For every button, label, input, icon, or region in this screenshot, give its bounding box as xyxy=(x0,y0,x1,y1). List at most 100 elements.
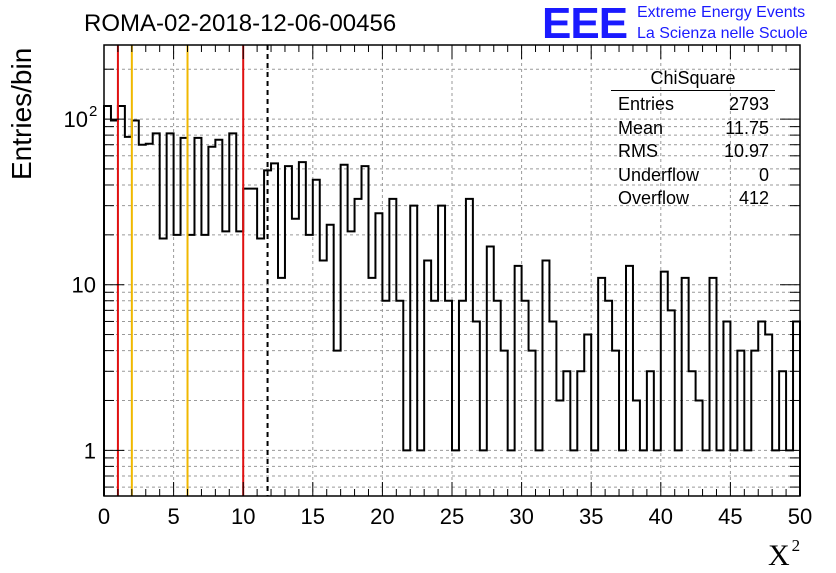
stats-label: RMS xyxy=(618,141,658,161)
histogram-bin xyxy=(362,166,369,496)
histogram-bin xyxy=(765,335,772,496)
y-tick-label: 1 xyxy=(84,438,96,463)
x-tick-label: 25 xyxy=(440,504,464,529)
histogram-bin xyxy=(536,450,543,496)
histogram-bin xyxy=(515,266,522,496)
histogram-bin xyxy=(348,231,355,496)
histogram-bin xyxy=(320,260,327,496)
histogram-bin xyxy=(194,138,201,496)
stats-value: 412 xyxy=(738,188,769,208)
histogram-bin xyxy=(730,450,737,496)
histogram-bin xyxy=(640,450,647,496)
histogram-bin xyxy=(529,351,536,496)
x-tick-label: 45 xyxy=(718,504,742,529)
y-axis-label: Entries/bin xyxy=(6,47,37,180)
histogram-bin xyxy=(626,266,633,496)
histogram-bin xyxy=(139,145,146,496)
histogram-bin xyxy=(487,247,494,496)
histogram-bin xyxy=(424,260,431,496)
histogram-bin xyxy=(222,231,229,496)
x-tick-label: 40 xyxy=(649,504,673,529)
stats-row: Entries 2793 xyxy=(611,93,775,117)
histogram-bin xyxy=(111,121,118,496)
histogram-bin xyxy=(327,225,334,496)
histogram-bin xyxy=(125,137,132,496)
histogram-bin xyxy=(285,166,292,496)
eee-logo: EEE xyxy=(542,0,628,48)
histogram-bin xyxy=(146,144,153,496)
stats-value: 0 xyxy=(758,164,769,185)
histogram-bin xyxy=(445,301,452,496)
x-tick-label: 20 xyxy=(370,504,394,529)
histogram-bin xyxy=(201,235,208,496)
histogram-bin xyxy=(243,189,250,496)
histogram-bin xyxy=(758,321,765,496)
histogram-bin xyxy=(153,133,160,496)
histogram-bin xyxy=(661,272,668,496)
y-tick-label: 10 xyxy=(64,107,88,132)
histogram-bin xyxy=(577,371,584,496)
histogram-bin xyxy=(682,278,689,496)
histogram-bin xyxy=(160,239,167,496)
histogram-bin xyxy=(341,165,348,496)
histogram-bin xyxy=(710,278,717,496)
x-tick-label: 5 xyxy=(167,504,179,529)
histogram-bin xyxy=(417,450,424,496)
reference-lines xyxy=(116,45,269,496)
x-tick-label: 0 xyxy=(98,504,110,529)
histogram-bin xyxy=(403,450,410,496)
x-axis-label-text: X xyxy=(768,539,790,572)
histogram-bin xyxy=(299,162,306,496)
histogram-bin xyxy=(494,301,501,496)
y-tick-label: 10 xyxy=(72,273,96,298)
histogram-bin xyxy=(389,199,396,496)
histogram-bin xyxy=(132,121,139,496)
logo-line-2: La Scienza nelle Scuole xyxy=(637,25,808,42)
histogram-bin xyxy=(480,450,487,496)
histogram-bin xyxy=(215,140,222,496)
stats-label: Overflow xyxy=(618,188,690,208)
histogram-bin xyxy=(591,450,598,496)
x-axis-label-superscript: 2 xyxy=(791,536,801,555)
stats-row: RMS 10.97 xyxy=(611,140,775,164)
histogram-bin xyxy=(334,351,341,496)
stats-row: Mean 11.75 xyxy=(611,117,775,141)
histogram-bin xyxy=(619,450,626,496)
histogram-bin xyxy=(584,335,591,496)
x-tick-label: 35 xyxy=(579,504,603,529)
histogram-bin xyxy=(431,301,438,496)
histogram-bin xyxy=(605,301,612,496)
histogram-bin xyxy=(563,371,570,496)
histogram-bin xyxy=(466,199,473,496)
histogram-bin xyxy=(716,450,723,496)
histogram-bin xyxy=(556,400,563,496)
histogram-bin xyxy=(181,138,188,496)
x-tick-label: 10 xyxy=(231,504,255,529)
histogram-bin xyxy=(250,189,257,496)
histogram-bin xyxy=(375,213,382,496)
x-tick-label: 30 xyxy=(509,504,533,529)
histogram-bin xyxy=(208,147,215,496)
histogram-bin xyxy=(410,206,417,496)
stats-title: ChiSquare xyxy=(611,67,775,91)
histogram-bin xyxy=(229,133,236,496)
histogram-bin xyxy=(508,450,515,496)
x-tick-label: 50 xyxy=(788,504,812,529)
histogram-bin xyxy=(167,133,174,496)
histogram-bin xyxy=(723,321,730,496)
histogram-bin xyxy=(598,278,605,496)
histogram-bin xyxy=(271,163,278,496)
histogram-bin xyxy=(313,180,320,496)
stats-box: ChiSquare Entries 2793 Mean 11.75 RMS 10.97… xyxy=(611,67,775,211)
histogram-bin xyxy=(382,301,389,496)
x-tick-label: 15 xyxy=(301,504,325,529)
histogram-bin xyxy=(438,206,445,496)
y-tick-label-exponent: 2 xyxy=(89,103,97,120)
histogram-bin xyxy=(633,400,640,496)
histogram-bin xyxy=(647,371,654,496)
stats-label: Mean xyxy=(618,117,664,138)
histogram-bin xyxy=(570,450,577,496)
stats-value: 2793 xyxy=(728,94,769,114)
